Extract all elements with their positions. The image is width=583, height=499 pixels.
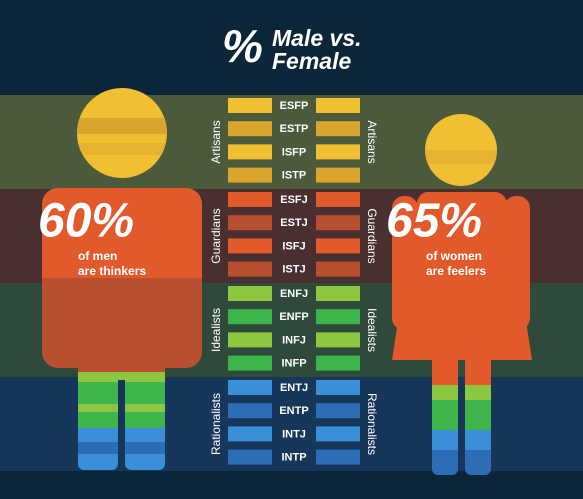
type-bar	[316, 286, 360, 301]
type-label: INFJ	[282, 334, 306, 346]
male-caption: are thinkers	[78, 264, 146, 278]
type-bar	[316, 215, 360, 231]
type-bar	[228, 144, 272, 160]
type-bar	[316, 167, 360, 183]
type-bar	[228, 238, 272, 254]
type-bar	[228, 98, 272, 113]
type-label: ESTJ	[280, 217, 308, 229]
group-label: Guardians	[365, 208, 379, 263]
title-line: Male vs.	[272, 25, 362, 51]
type-bar	[228, 261, 272, 277]
type-bar	[316, 144, 360, 160]
type-rows: Artisans Artisans ESFP ESTP ISFP ISTP Guardian…	[209, 98, 379, 465]
male-percent: 60%	[38, 195, 134, 248]
type-bar	[316, 403, 360, 419]
type-label: ENTJ	[280, 382, 308, 394]
group-label: Guardians	[209, 208, 223, 263]
type-bar	[316, 380, 360, 395]
type-bar	[316, 309, 360, 325]
type-label: ISFJ	[282, 240, 305, 252]
type-bar	[316, 426, 360, 442]
type-bar	[228, 309, 272, 325]
type-bar	[316, 332, 360, 348]
type-label: ENFP	[279, 311, 308, 323]
type-label: INTP	[281, 452, 306, 464]
type-label: ENFJ	[280, 288, 308, 300]
female-percent: 65%	[386, 195, 482, 248]
type-label: ESFP	[280, 100, 309, 112]
type-bar	[316, 261, 360, 277]
type-bar	[228, 380, 272, 395]
type-bar	[316, 98, 360, 113]
type-bar	[228, 449, 272, 465]
type-bar	[228, 121, 272, 137]
type-bar	[228, 167, 272, 183]
type-bar	[228, 286, 272, 301]
group-label: Idealists	[209, 308, 223, 352]
type-bar	[228, 355, 272, 371]
type-label: ISTJ	[282, 264, 305, 276]
type-label: ISTP	[282, 170, 306, 182]
title-line: Female	[272, 48, 351, 74]
group-label: Artisans	[365, 120, 379, 163]
type-label: ENTP	[279, 405, 308, 417]
female-caption: of women	[426, 249, 482, 263]
type-bar	[316, 192, 360, 207]
type-bar	[228, 215, 272, 231]
female-caption: are feelers	[426, 264, 486, 278]
type-bar	[316, 355, 360, 371]
type-label: ESTP	[280, 123, 309, 135]
type-bar	[228, 192, 272, 207]
type-bar	[228, 332, 272, 348]
group-label: Rationalists	[365, 393, 379, 455]
male-caption: of men	[78, 249, 117, 263]
type-label: INFP	[281, 358, 306, 370]
type-bar	[316, 449, 360, 465]
header-band	[0, 0, 583, 95]
type-bar	[228, 426, 272, 442]
title-symbol: %	[222, 20, 263, 72]
type-label: ESFJ	[280, 194, 308, 206]
group-label: Artisans	[209, 120, 223, 163]
type-label: INTJ	[282, 428, 306, 440]
group-label: Idealists	[365, 308, 379, 352]
type-bar	[316, 238, 360, 254]
group-label: Rationalists	[209, 393, 223, 455]
type-bar	[228, 403, 272, 419]
type-label: ISFP	[282, 146, 306, 158]
type-bar	[316, 121, 360, 137]
